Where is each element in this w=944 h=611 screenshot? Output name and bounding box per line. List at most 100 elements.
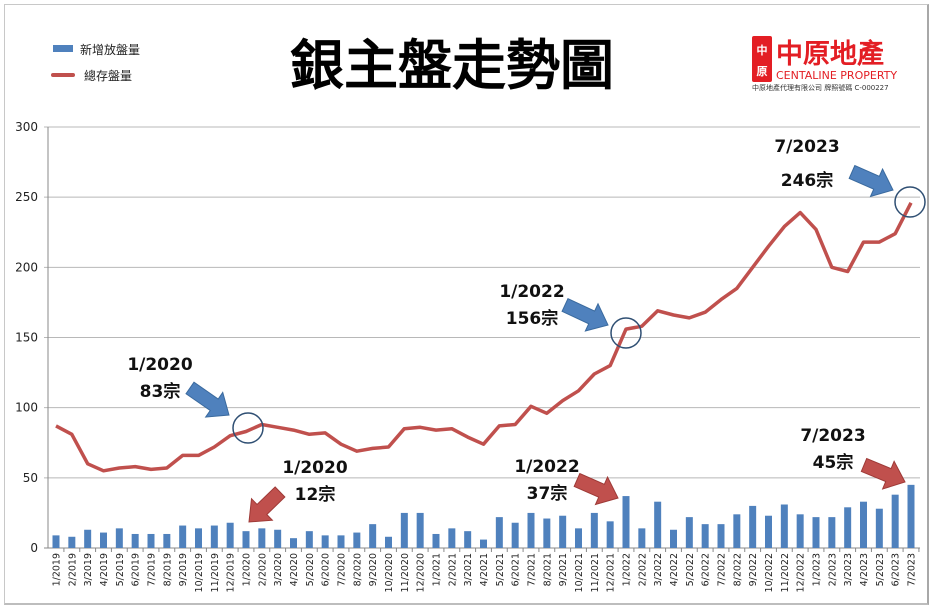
annotation-arrow bbox=[573, 472, 619, 506]
svg-text:原: 原 bbox=[757, 65, 768, 78]
x-tick-label: 1/2020 bbox=[242, 553, 253, 586]
x-tick-label: 3/2023 bbox=[843, 553, 854, 586]
x-tick-label: 7/2023 bbox=[907, 553, 918, 586]
annotation-value: 37宗 bbox=[527, 483, 568, 504]
logo-name-en: CENTALINE PROPERTY bbox=[776, 69, 897, 82]
annotation-date: 1/2020 bbox=[127, 355, 193, 375]
bar bbox=[701, 524, 709, 548]
x-tick-label: 8/2020 bbox=[352, 553, 363, 586]
x-tick-label: 1/2021 bbox=[432, 553, 443, 586]
x-tick-label: 7/2021 bbox=[527, 553, 538, 586]
x-tick-label: 8/2019 bbox=[162, 553, 173, 586]
x-tick-label: 7/2019 bbox=[147, 553, 158, 586]
bar bbox=[290, 538, 297, 548]
bar bbox=[321, 535, 329, 548]
x-tick-label: 2/2020 bbox=[257, 553, 268, 586]
bar bbox=[84, 529, 92, 548]
annotation-date: 1/2022 bbox=[514, 457, 579, 477]
bar bbox=[163, 533, 171, 548]
annotation-arrow bbox=[561, 297, 609, 332]
x-tick-label: 7/2020 bbox=[337, 553, 348, 586]
annotation-date: 7/2023 bbox=[774, 137, 839, 157]
x-tick-label: 10/2022 bbox=[764, 553, 775, 592]
x-tick-label: 3/2021 bbox=[463, 553, 474, 586]
x-tick-label: 1/2023 bbox=[812, 553, 823, 586]
bar bbox=[242, 531, 250, 548]
bar bbox=[749, 505, 757, 548]
annotation-value: 12宗 bbox=[295, 484, 336, 505]
x-axis-ticks: 1/2019 2/2019 3/2019 4/2019 5/2019 6/2019 7/20… bbox=[52, 548, 920, 592]
bar bbox=[305, 531, 313, 548]
x-tick-label: 2/2019 bbox=[67, 553, 78, 586]
bar bbox=[480, 539, 487, 548]
bar bbox=[369, 524, 377, 548]
x-tick-label: 4/2020 bbox=[289, 553, 300, 586]
bar bbox=[733, 514, 741, 548]
bar bbox=[179, 525, 187, 548]
annotation-value: 156宗 bbox=[506, 308, 559, 329]
annotation-arrow bbox=[248, 486, 286, 523]
gridlines bbox=[44, 126, 920, 549]
bar bbox=[52, 535, 60, 548]
annotation-value: 45宗 bbox=[813, 452, 854, 473]
x-tick-label: 6/2019 bbox=[131, 553, 142, 586]
x-tick-label: 1/2019 bbox=[52, 553, 63, 586]
x-tick-label: 12/2019 bbox=[226, 553, 237, 592]
bar bbox=[638, 528, 646, 548]
x-tick-label: 3/2019 bbox=[83, 553, 94, 586]
x-tick-label: 5/2019 bbox=[115, 553, 126, 586]
x-tick-label: 3/2022 bbox=[653, 553, 664, 586]
x-tick-label: 11/2019 bbox=[210, 553, 221, 592]
legend: 新增放盤量 總存盤量 bbox=[51, 42, 140, 83]
x-tick-label: 9/2020 bbox=[368, 553, 379, 586]
bar bbox=[147, 533, 155, 548]
bar bbox=[717, 524, 725, 548]
x-tick-label: 10/2019 bbox=[194, 553, 205, 592]
x-tick-label: 11/2021 bbox=[590, 553, 601, 592]
bar bbox=[195, 528, 202, 548]
x-tick-label: 4/2023 bbox=[859, 553, 870, 586]
y-tick-label: 100 bbox=[15, 401, 38, 415]
x-tick-label: 9/2019 bbox=[178, 553, 189, 586]
x-tick-label: 9/2022 bbox=[748, 553, 759, 586]
logo-seal-text: 中 bbox=[757, 43, 768, 57]
annotation-arrow bbox=[185, 381, 230, 418]
x-tick-label: 1/2022 bbox=[622, 553, 633, 586]
annotation-arrow bbox=[848, 164, 894, 198]
bar bbox=[622, 496, 630, 548]
bar bbox=[780, 504, 788, 548]
bar bbox=[385, 536, 392, 548]
bar bbox=[844, 507, 852, 548]
legend-label-bar: 新增放盤量 bbox=[80, 42, 140, 57]
annotation-date: 1/2020 bbox=[282, 458, 348, 478]
bar bbox=[511, 522, 519, 548]
bar bbox=[131, 533, 139, 548]
x-tick-label: 9/2021 bbox=[558, 553, 569, 586]
bar bbox=[226, 522, 234, 548]
annotation-date: 1/2022 bbox=[499, 282, 564, 302]
logo-seal bbox=[752, 36, 772, 82]
bar bbox=[416, 512, 424, 548]
y-tick-label: 0 bbox=[30, 541, 38, 555]
x-tick-label: 2/2023 bbox=[827, 553, 838, 586]
y-tick-label: 150 bbox=[15, 331, 38, 345]
x-tick-label: 12/2021 bbox=[606, 553, 617, 592]
x-tick-label: 6/2022 bbox=[701, 553, 712, 586]
bar bbox=[495, 517, 503, 548]
x-tick-label: 10/2020 bbox=[384, 553, 395, 592]
bar bbox=[575, 528, 582, 548]
y-tick-label: 250 bbox=[15, 190, 38, 204]
bar bbox=[274, 529, 282, 548]
x-tick-label: 7/2022 bbox=[717, 553, 728, 586]
bar bbox=[685, 517, 693, 548]
centaline-logo: 中 原 中原地產 CENTALINE PROPERTY 中原地產代理有限公司 牌… bbox=[752, 36, 897, 92]
bar bbox=[432, 533, 440, 548]
line-series bbox=[55, 202, 913, 473]
highlight-circle bbox=[894, 186, 926, 218]
bar bbox=[765, 515, 772, 548]
logo-license: 中原地產代理有限公司 牌照號碼 C-000227 bbox=[752, 83, 889, 92]
y-tick-label: 300 bbox=[15, 120, 38, 134]
x-tick-label: 2/2021 bbox=[447, 553, 458, 586]
x-tick-label: 5/2022 bbox=[685, 553, 696, 586]
